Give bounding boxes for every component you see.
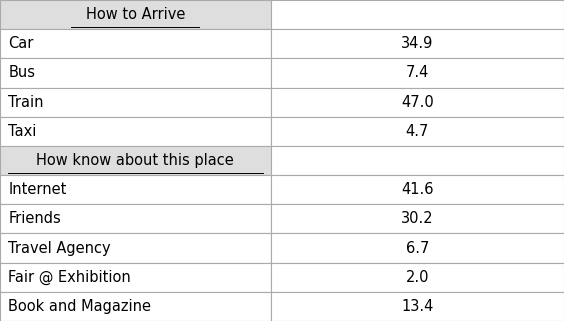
- Text: Travel Agency: Travel Agency: [8, 240, 111, 256]
- Text: Fair @ Exhibition: Fair @ Exhibition: [8, 270, 131, 285]
- Text: How to Arrive: How to Arrive: [86, 7, 185, 22]
- Text: 6.7: 6.7: [406, 240, 429, 256]
- Text: Bus: Bus: [8, 65, 36, 81]
- Bar: [271, 204, 564, 233]
- Bar: [0, 58, 271, 88]
- Text: Train: Train: [8, 95, 44, 110]
- Bar: [271, 292, 564, 321]
- Bar: [0, 0, 271, 29]
- Bar: [0, 117, 271, 146]
- Bar: [271, 117, 564, 146]
- Text: 34.9: 34.9: [401, 36, 434, 51]
- Bar: [0, 146, 271, 175]
- Bar: [0, 292, 271, 321]
- Bar: [0, 204, 271, 233]
- Text: How know about this place: How know about this place: [37, 153, 234, 168]
- Text: Friends: Friends: [8, 211, 61, 226]
- Text: 47.0: 47.0: [401, 95, 434, 110]
- Bar: [0, 88, 271, 117]
- Bar: [0, 175, 271, 204]
- Text: Internet: Internet: [8, 182, 67, 197]
- Bar: [271, 0, 564, 29]
- Text: 7.4: 7.4: [406, 65, 429, 81]
- Bar: [271, 175, 564, 204]
- Text: Car: Car: [8, 36, 34, 51]
- Text: 4.7: 4.7: [406, 124, 429, 139]
- Bar: [271, 263, 564, 292]
- Bar: [271, 58, 564, 88]
- Text: 30.2: 30.2: [401, 211, 434, 226]
- Text: 13.4: 13.4: [401, 299, 434, 314]
- Bar: [0, 29, 271, 58]
- Bar: [271, 233, 564, 263]
- Text: Book and Magazine: Book and Magazine: [8, 299, 152, 314]
- Text: 2.0: 2.0: [406, 270, 429, 285]
- Bar: [271, 88, 564, 117]
- Text: Taxi: Taxi: [8, 124, 37, 139]
- Text: 41.6: 41.6: [401, 182, 434, 197]
- Bar: [0, 263, 271, 292]
- Bar: [0, 233, 271, 263]
- Bar: [271, 29, 564, 58]
- Bar: [271, 146, 564, 175]
